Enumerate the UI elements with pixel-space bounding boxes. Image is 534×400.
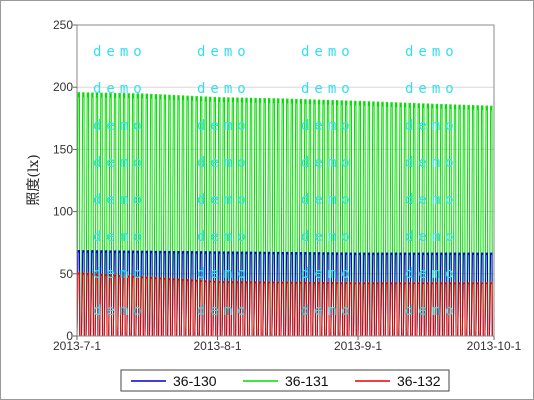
legend-box (120, 369, 450, 392)
y-axis-label: 照度(lx) (26, 154, 42, 205)
watermark-text: demo (93, 229, 147, 245)
watermark-text: demo (197, 155, 251, 171)
x-tick-label: 2013-7-1 (53, 339, 101, 353)
watermark-text: demo (93, 81, 147, 97)
watermark-text: demo (301, 81, 355, 97)
legend-label: 36-130 (173, 373, 217, 389)
watermark-text: demo (301, 44, 355, 60)
watermark-text: demo (301, 303, 355, 319)
watermark-text: demo (301, 266, 355, 282)
watermark-text: demo (93, 118, 147, 134)
watermark-text: demo (197, 44, 251, 60)
watermark-text: demo (93, 155, 147, 171)
watermark-text: demo (405, 192, 459, 208)
legend-label: 36-131 (285, 373, 329, 389)
watermark-text: demo (93, 44, 147, 60)
watermark-text: demo (405, 44, 459, 60)
plot-border (76, 24, 495, 337)
watermark-text: demo (197, 192, 251, 208)
watermark-text: demo (197, 118, 251, 134)
y-tick-label: 100 (53, 205, 73, 219)
x-axis: 2013-7-1 2013-8-1 2013-9-1 2013-10-1 (53, 336, 522, 353)
y-tick-label: 250 (53, 18, 73, 32)
watermark-layer: demo demo demo demo demo demo demo demo demo demo… (93, 44, 459, 319)
watermark-text: demo (197, 266, 251, 282)
watermark-text: demo (301, 155, 355, 171)
watermark-text: demo (301, 118, 355, 134)
watermark-text: demo (197, 81, 251, 97)
watermark-text: demo (405, 303, 459, 319)
watermark-text: demo (197, 303, 251, 319)
watermark-text: demo (405, 81, 459, 97)
watermark-text: demo (197, 229, 251, 245)
watermark-text: demo (93, 303, 147, 319)
watermark-text: demo (405, 229, 459, 245)
x-tick-label: 2013-8-1 (193, 339, 241, 353)
y-tick-label: 0 (66, 329, 73, 343)
y-axis: 0 50 100 150 200 250 (53, 18, 77, 343)
legend-label: 36-132 (397, 373, 441, 389)
y-tick-label: 200 (53, 80, 73, 94)
watermark-text: demo (93, 192, 147, 208)
x-tick-label: 2013-9-1 (334, 339, 382, 353)
watermark-text: demo (301, 192, 355, 208)
watermark-text: demo (405, 155, 459, 171)
watermark-text: demo (301, 229, 355, 245)
watermark-text: demo (93, 266, 147, 282)
y-tick-label: 150 (53, 142, 73, 156)
legend: 36-130 36-131 36-132 (120, 369, 450, 392)
watermark-text: demo (405, 266, 459, 282)
watermark-text: demo (405, 118, 459, 134)
x-tick-label: 2013-10-1 (467, 339, 522, 353)
y-tick-label: 50 (60, 267, 74, 281)
